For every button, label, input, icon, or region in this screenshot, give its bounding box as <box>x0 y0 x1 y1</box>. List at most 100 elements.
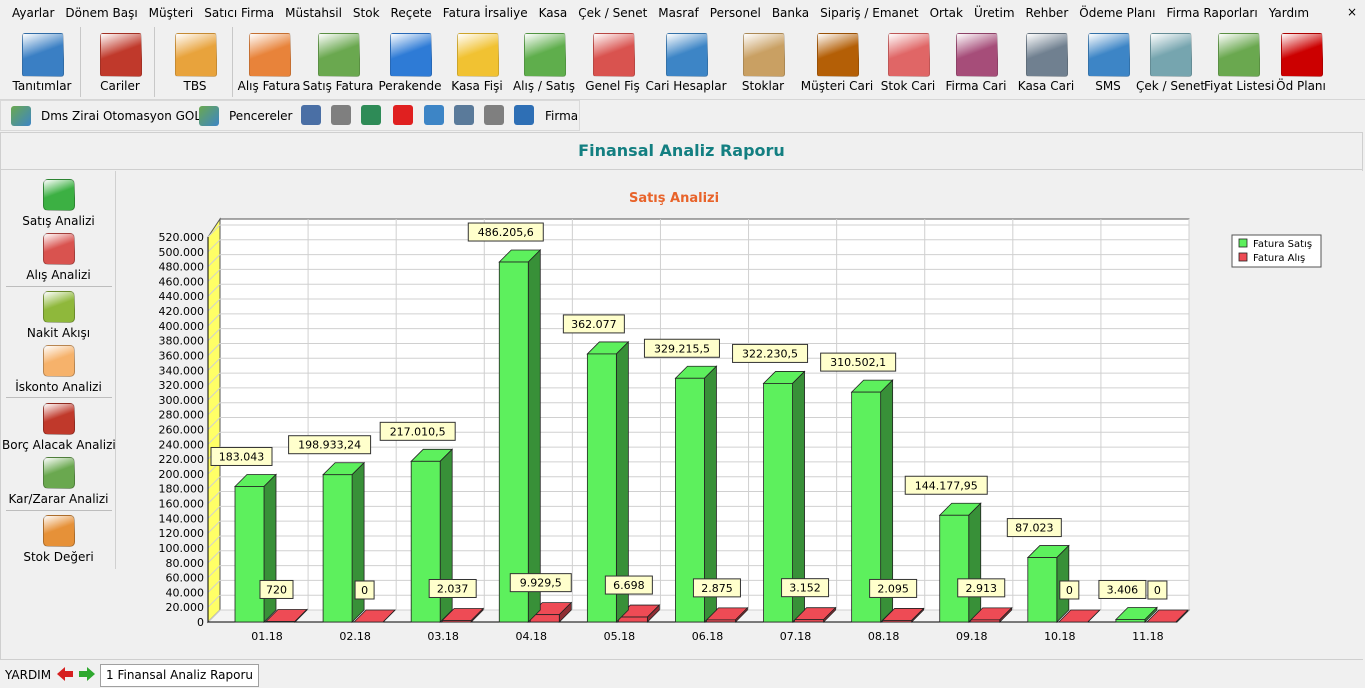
menu-item-2[interactable]: Müşteri <box>148 6 194 20</box>
users-icon <box>666 33 708 77</box>
toolbar-button-7[interactable]: Alış / Satış <box>508 29 580 97</box>
menu-item-15[interactable]: Üretim <box>973 6 1015 20</box>
toolbar-button-label: Cari Hesaplar <box>645 79 727 93</box>
sidebar-item-1[interactable]: Alış Analizi <box>2 233 115 282</box>
sidebar-item-3[interactable]: İskonto Analizi <box>2 345 115 394</box>
menu-item-6[interactable]: Reçete <box>390 6 432 20</box>
company-button[interactable]: Firma <box>545 105 578 127</box>
bar-fatura-alis-side <box>382 609 396 623</box>
data-label-alis-box <box>428 578 477 598</box>
menu-item-13[interactable]: Sipariş / Emanet <box>820 6 919 20</box>
menu-item-19[interactable]: Yardım <box>1268 6 1310 20</box>
data-label-satis: 183.043 <box>219 450 265 463</box>
tbs-logo-icon <box>175 33 217 77</box>
y-tick-label: 320.000 <box>159 379 205 392</box>
data-label-satis-box <box>210 446 273 466</box>
id-card-icon <box>22 33 64 77</box>
qr-scan-icon[interactable] <box>424 105 444 125</box>
forward-arrow-icon[interactable] <box>79 667 95 681</box>
windows-button[interactable]: Pencereler <box>199 105 292 127</box>
sidebar-item-5[interactable]: Kar/Zarar Analizi <box>2 457 115 506</box>
toolbar-button-3[interactable]: Alış Fatura <box>236 29 302 97</box>
data-label-alis-box <box>781 578 830 598</box>
bar-fatura-satis <box>322 474 353 623</box>
y-tick-label: 480.000 <box>159 261 205 274</box>
menu-item-5[interactable]: Stok <box>352 6 380 20</box>
menu-item-4[interactable]: Müstahsil <box>285 6 342 20</box>
chart-gridline <box>207 609 221 623</box>
toolbar-button-9[interactable]: Cari Hesaplar <box>645 29 727 97</box>
data-label-alis: 3.152 <box>789 582 821 595</box>
menu-item-3[interactable]: Satıcı Firma <box>204 6 275 20</box>
menu-item-0[interactable]: Ayarlar <box>12 6 55 20</box>
qr-code-icon[interactable] <box>454 105 474 125</box>
toolbar-button-17[interactable]: Fiyat Listesi <box>1204 29 1274 97</box>
chart-gridline <box>207 594 221 608</box>
data-label-satis: 144.177,95 <box>915 479 978 492</box>
menu-item-1[interactable]: Dönem Başı <box>65 6 138 20</box>
menu-item-7[interactable]: Fatura İrsaliye <box>442 6 528 20</box>
sidebar-item-4[interactable]: Borç Alacak Analizi <box>2 403 116 452</box>
menu-item-10[interactable]: Masraf <box>658 6 699 20</box>
toolbar-button-5[interactable]: Perakende <box>374 29 446 97</box>
toolbar-button-18[interactable]: Öd Planı <box>1272 29 1330 97</box>
checklist-icon <box>524 33 566 77</box>
binders-icon <box>100 33 142 77</box>
sidebar-item-2[interactable]: Nakit Akışı <box>2 291 115 340</box>
company-label: Firma <box>545 109 579 123</box>
toolbar-button-4[interactable]: Satış Fatura <box>302 29 374 97</box>
toolbar-button-label: Kasa Cari <box>1017 79 1075 93</box>
toolbar-button-16[interactable]: Çek / Senet <box>1136 29 1205 97</box>
menu-item-8[interactable]: Kasa <box>538 6 568 20</box>
close-icon[interactable]: × <box>1346 5 1357 19</box>
menu-item-14[interactable]: Ortak <box>929 6 963 20</box>
menu-item-9[interactable]: Çek / Senet <box>578 6 648 20</box>
clipboard-icon[interactable] <box>484 105 504 125</box>
toolbar-button-1[interactable]: Cariler <box>82 29 158 97</box>
windows-label: Pencereler <box>229 109 293 123</box>
tab-finansal-analiz-raporu[interactable]: 1 Finansal Analiz Raporu <box>100 664 260 687</box>
youtube-icon[interactable] <box>393 105 413 125</box>
toolbar-button-0[interactable]: Tanıtımlar <box>2 29 82 97</box>
y-tick-label: 200.000 <box>159 468 205 481</box>
data-label-satis: 310.502,1 <box>830 356 886 369</box>
menu-item-17[interactable]: Ödeme Planı <box>1079 6 1156 20</box>
chart-gridline <box>207 505 221 519</box>
calendar-icon[interactable] <box>301 105 321 125</box>
toolbar-button-11[interactable]: Müşteri Cari <box>798 29 876 97</box>
back-arrow-icon[interactable] <box>57 667 73 681</box>
toolbar-button-15[interactable]: SMS <box>1080 29 1136 97</box>
refresh-icon[interactable] <box>514 105 534 125</box>
y-tick-label: 300.000 <box>159 394 205 407</box>
money-transfer-icon[interactable] <box>361 105 381 125</box>
toolbar-button-12[interactable]: Stok Cari <box>876 29 940 97</box>
toolbar-button-13[interactable]: Firma Cari <box>940 29 1012 97</box>
general-slip-icon <box>592 33 635 77</box>
toolbar-button-2[interactable]: TBS <box>158 29 232 97</box>
menu-item-11[interactable]: Personel <box>709 6 761 20</box>
calculator-icon[interactable] <box>331 105 351 125</box>
secondary-toolbar: Dms Zirai Otomasyon GOLD Pencereler Firm… <box>0 100 580 131</box>
data-label-satis: 362.077 <box>571 318 617 331</box>
bar-fatura-satis-side <box>968 502 982 623</box>
toolbar-button-8[interactable]: Genel Fiş <box>580 29 645 97</box>
app-name-button[interactable]: Dms Zirai Otomasyon GOLD <box>11 105 210 127</box>
menu-item-18[interactable]: Firma Raporları <box>1166 6 1258 20</box>
chart-gridline <box>207 520 221 534</box>
menu-item-16[interactable]: Rehber <box>1025 6 1069 20</box>
y-tick-label: 60.000 <box>166 572 205 585</box>
menu-item-12[interactable]: Banka <box>771 6 810 20</box>
y-tick-label: 0 <box>197 616 204 629</box>
toolbar-button-6[interactable]: Kasa Fişi <box>446 29 508 97</box>
data-label-alis-box <box>509 573 572 593</box>
sidebar-item-6[interactable]: Stok Değeri <box>2 515 115 564</box>
data-label-alis: 2.875 <box>701 582 733 595</box>
help-label[interactable]: YARDIM <box>5 668 52 682</box>
y-tick-label: 140.000 <box>159 512 205 525</box>
toolbar-button-10[interactable]: Stoklar <box>728 29 798 97</box>
data-label-alis-box <box>354 580 375 600</box>
safe-icon <box>1026 33 1068 77</box>
toolbar-button-14[interactable]: Kasa Cari <box>1012 29 1080 97</box>
sidebar-item-0[interactable]: Satış Analizi <box>2 179 115 228</box>
discount-tag-icon <box>42 345 75 377</box>
